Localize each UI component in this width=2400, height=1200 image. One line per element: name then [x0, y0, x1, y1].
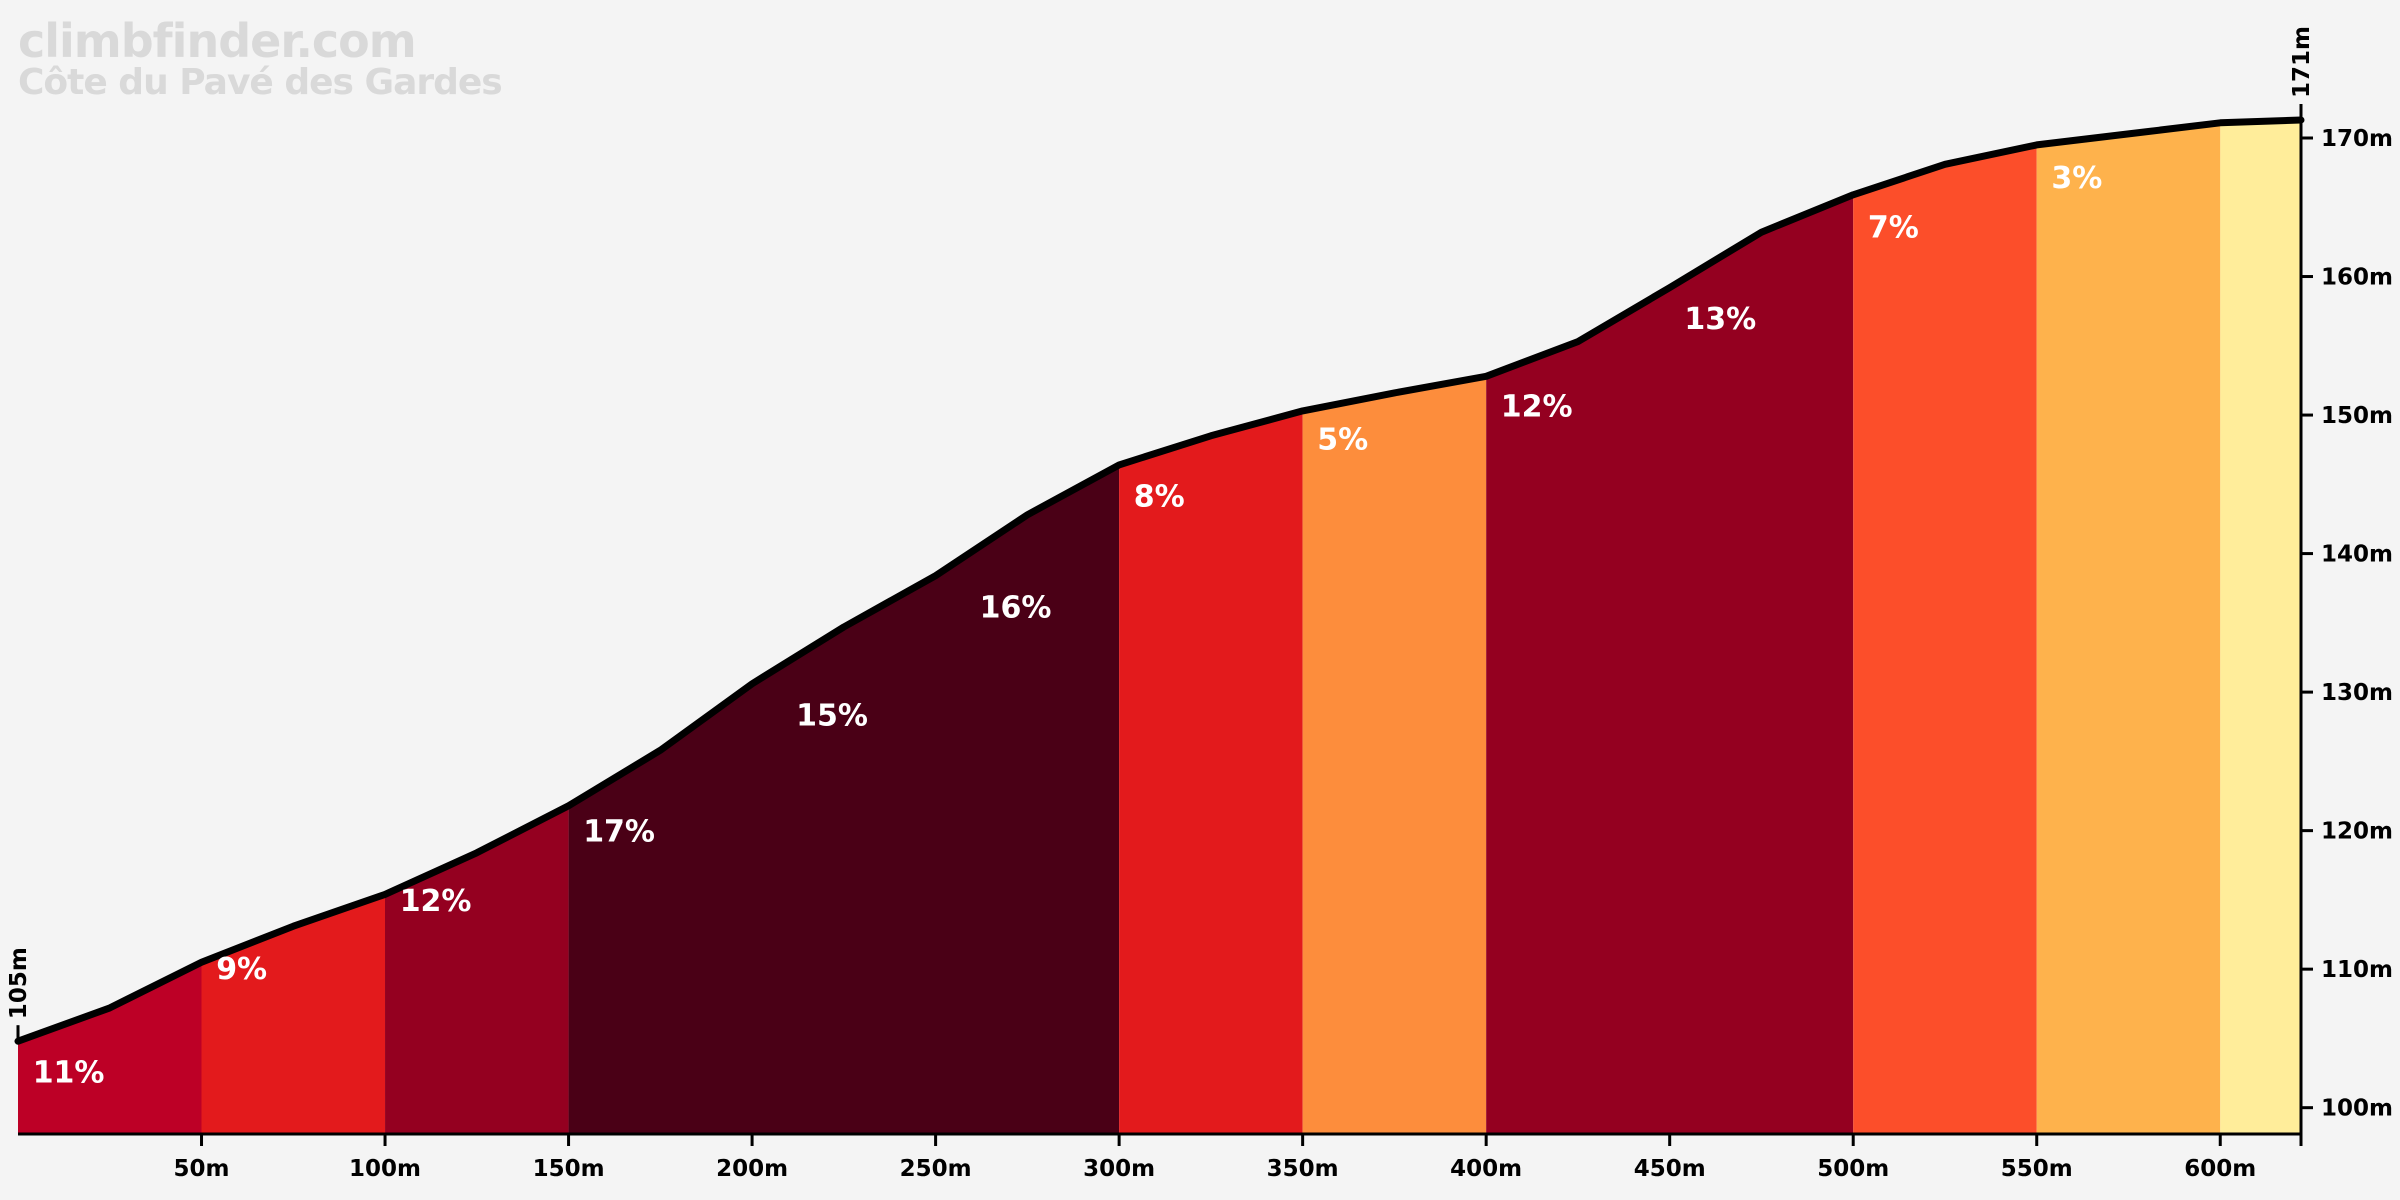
segment-7: [1486, 194, 1854, 1135]
x-tick-label-500: 500m: [1817, 1156, 1889, 1182]
x-tick-label-100: 100m: [349, 1156, 421, 1182]
segment-1: [18, 962, 202, 1134]
grade-label-7: 8%: [1134, 480, 1185, 515]
grade-label-11: 7%: [1868, 211, 1919, 246]
x-tick-label-400: 400m: [1450, 1156, 1522, 1182]
y-tick-label-160: 160m: [2321, 265, 2393, 291]
grade-label-12: 3%: [2051, 161, 2102, 196]
segment-6: [1302, 376, 1487, 1134]
y-tick-label-150: 150m: [2321, 403, 2393, 429]
grade-label-3: 12%: [400, 884, 472, 919]
y-tick-label-100: 100m: [2321, 1096, 2393, 1122]
y-tick-label-130: 130m: [2321, 680, 2393, 706]
profile-line: [14, 116, 2305, 1045]
grade-label-2: 9%: [216, 952, 267, 987]
y-tick-label-170: 170m: [2321, 126, 2393, 152]
start-elevation-label: 105m: [6, 947, 32, 1019]
end-elevation-label: 171m: [2289, 26, 2315, 98]
x-tick-label-50: 50m: [174, 1156, 230, 1182]
segment-8: [1853, 144, 2037, 1134]
grade-label-5: 15%: [796, 698, 868, 733]
x-tick-label-550: 550m: [2001, 1156, 2073, 1182]
x-tick-label-250: 250m: [900, 1156, 972, 1182]
x-tick-label-600: 600m: [2184, 1156, 2256, 1182]
x-tick-label-450: 450m: [1634, 1156, 1706, 1182]
x-tick-label-200: 200m: [716, 1156, 788, 1182]
y-tick-label-120: 120m: [2321, 819, 2393, 845]
grade-label-9: 12%: [1501, 389, 1573, 424]
site-title: climbfinder.com: [18, 14, 417, 68]
segment-3: [385, 805, 569, 1134]
segment-4: [568, 464, 1120, 1134]
x-tick-label-150: 150m: [533, 1156, 605, 1182]
x-tick-label-350: 350m: [1267, 1156, 1339, 1182]
climb-name: Côte du Pavé des Gardes: [18, 62, 503, 103]
segment-5: [1119, 410, 1303, 1134]
grade-label-8: 5%: [1317, 423, 1368, 458]
segment-9: [2036, 122, 2221, 1135]
grade-label-10: 13%: [1684, 302, 1756, 337]
y-tick-label-140: 140m: [2321, 542, 2393, 568]
segment-2: [201, 894, 386, 1134]
y-tick-label-110: 110m: [2321, 957, 2393, 983]
grade-label-1: 11%: [33, 1056, 105, 1091]
grade-label-6: 16%: [980, 590, 1052, 625]
x-tick-label-300: 300m: [1083, 1156, 1155, 1182]
segment-10: [2220, 120, 2301, 1134]
grade-label-4: 17%: [583, 815, 655, 850]
